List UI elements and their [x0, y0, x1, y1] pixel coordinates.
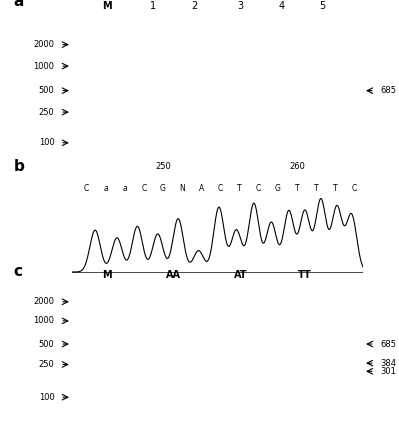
- Text: 384: 384: [381, 359, 397, 368]
- FancyBboxPatch shape: [183, 86, 205, 95]
- Text: T: T: [237, 184, 242, 193]
- Text: a: a: [14, 0, 24, 9]
- Text: A: A: [199, 184, 204, 193]
- Text: T: T: [333, 184, 338, 193]
- Text: G: G: [160, 184, 166, 193]
- Text: 100: 100: [39, 138, 54, 147]
- Text: M: M: [102, 270, 112, 280]
- Text: C: C: [352, 184, 357, 193]
- Text: 250: 250: [155, 162, 171, 171]
- Text: 4: 4: [279, 1, 284, 11]
- Text: a: a: [103, 184, 108, 193]
- Text: 2000: 2000: [34, 297, 54, 306]
- Text: c: c: [14, 264, 23, 279]
- Text: 250: 250: [39, 360, 54, 369]
- Text: 685: 685: [381, 340, 397, 348]
- Text: 260: 260: [289, 162, 305, 171]
- FancyBboxPatch shape: [275, 86, 288, 95]
- Text: T: T: [294, 184, 299, 193]
- Text: AT: AT: [234, 270, 247, 280]
- FancyBboxPatch shape: [220, 86, 258, 95]
- Text: AA: AA: [166, 270, 181, 280]
- FancyBboxPatch shape: [142, 86, 165, 95]
- Text: 1000: 1000: [34, 317, 54, 325]
- FancyBboxPatch shape: [306, 86, 338, 95]
- Text: 1000: 1000: [34, 62, 54, 71]
- Text: TT: TT: [298, 270, 312, 280]
- Text: G: G: [275, 184, 281, 193]
- Text: 301: 301: [381, 367, 397, 376]
- Text: 250: 250: [39, 108, 54, 117]
- Text: C: C: [218, 184, 223, 193]
- Text: C: C: [256, 184, 261, 193]
- Text: 685: 685: [381, 86, 397, 95]
- Text: 500: 500: [39, 86, 54, 95]
- Text: 1: 1: [150, 1, 156, 11]
- Text: C: C: [141, 184, 146, 193]
- Text: 3: 3: [238, 1, 244, 11]
- Text: N: N: [179, 184, 185, 193]
- Text: b: b: [14, 159, 24, 174]
- Text: M: M: [102, 1, 112, 11]
- Text: 5: 5: [319, 1, 326, 11]
- Text: C: C: [84, 184, 89, 193]
- Text: a: a: [122, 184, 127, 193]
- Text: T: T: [314, 184, 318, 193]
- Text: 2000: 2000: [34, 40, 54, 49]
- Text: 500: 500: [39, 340, 54, 348]
- Text: 100: 100: [39, 393, 54, 402]
- Text: 2: 2: [191, 1, 197, 11]
- FancyBboxPatch shape: [97, 317, 137, 324]
